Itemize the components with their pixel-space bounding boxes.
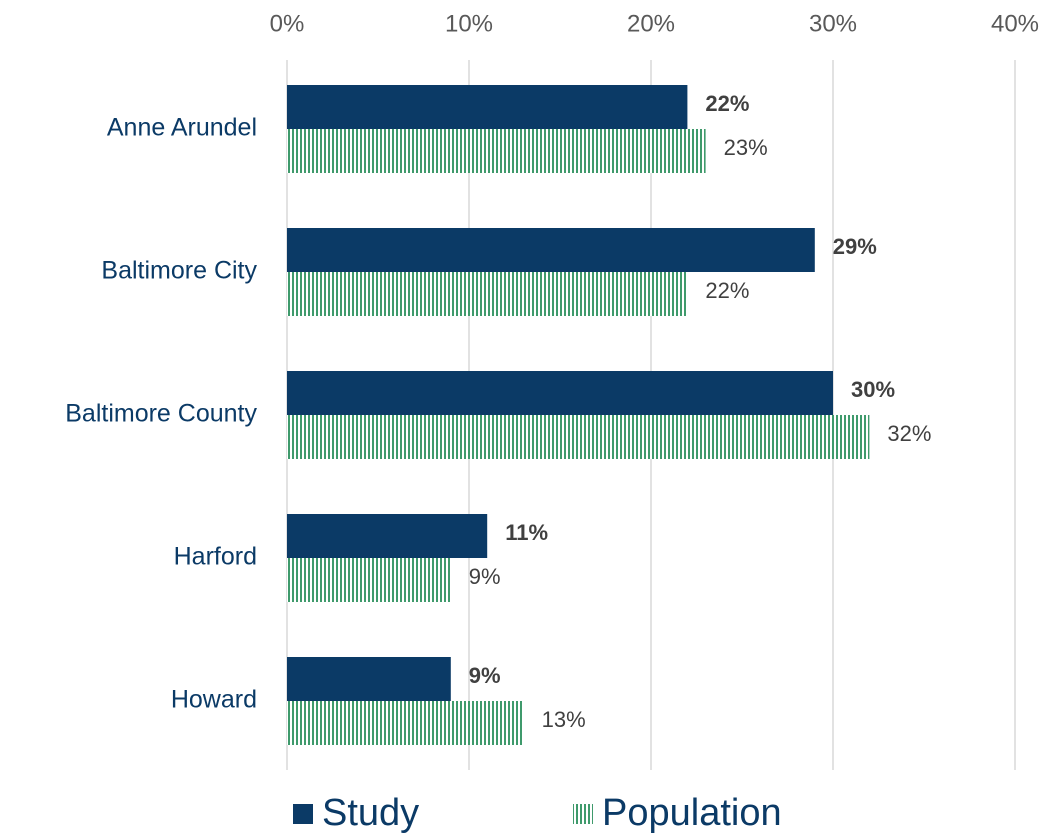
x-tick-label: 0% xyxy=(270,10,305,37)
bar xyxy=(287,701,524,745)
value-label: 9% xyxy=(469,564,501,589)
bar xyxy=(287,514,488,558)
bar xyxy=(287,558,451,602)
value-label: 30% xyxy=(851,377,895,402)
legend-label: Population xyxy=(602,792,782,834)
category-label: Baltimore City xyxy=(101,257,257,285)
value-label: 9% xyxy=(469,663,501,688)
x-tick-label: 10% xyxy=(445,10,493,37)
bar xyxy=(287,228,815,272)
bar xyxy=(287,272,688,316)
legend-label: Study xyxy=(322,792,419,834)
value-label: 11% xyxy=(505,520,548,545)
category-label: Baltimore County xyxy=(65,400,257,428)
category-label: Anne Arundel xyxy=(107,114,257,142)
bar xyxy=(287,129,706,173)
bar xyxy=(287,415,870,459)
value-label: 13% xyxy=(542,707,586,732)
category-label: Howard xyxy=(171,686,257,714)
x-tick-label: 40% xyxy=(991,10,1039,37)
value-label: 29% xyxy=(833,234,877,259)
bar xyxy=(287,657,451,701)
bar xyxy=(287,85,688,129)
value-label: 32% xyxy=(887,421,931,446)
value-label: 22% xyxy=(705,278,749,303)
category-label: Harford xyxy=(174,543,257,571)
x-tick-label: 30% xyxy=(809,10,857,37)
x-tick-label: 20% xyxy=(627,10,675,37)
legend-swatch xyxy=(293,804,313,824)
value-label: 23% xyxy=(724,135,768,160)
legend-swatch xyxy=(573,804,593,824)
value-label: 22% xyxy=(705,91,749,116)
bar xyxy=(287,371,833,415)
